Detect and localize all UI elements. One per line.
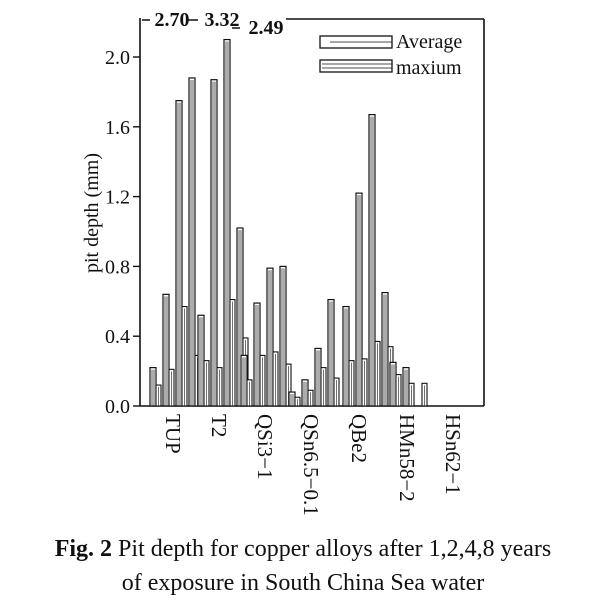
legend-average-label: Average [396, 31, 462, 53]
caption-text-1: Pit depth for copper alloys after 1,2,4,… [118, 536, 552, 562]
bar-maximum [314, 347, 322, 407]
category-label: T2 [207, 414, 231, 437]
bar-maximum [327, 298, 335, 407]
bar-maximum [279, 265, 287, 407]
category-label: TUP [161, 414, 185, 454]
y-tick-label: 1.6 [105, 117, 130, 139]
bar-maximum [188, 77, 196, 407]
bar-maximum [301, 379, 309, 407]
y-axis-label: pit depth (mm) [81, 153, 103, 273]
bar-maximum [162, 293, 170, 407]
legend-maximum-swatch [319, 59, 393, 73]
caption-text-2: of exposure in South China Sea water [121, 570, 485, 596]
bar-maximum [253, 302, 261, 407]
figure-caption-line1: Fig. 2 Pit depth for copper alloys after… [0, 536, 606, 563]
bar-maximum [381, 291, 389, 407]
bar-maximum [389, 361, 397, 407]
bar-maximum [197, 314, 205, 407]
offscale-values: 2.70 3.32 2.49 [142, 9, 284, 39]
y-tick-label: 1.2 [105, 187, 130, 209]
bar-maximum [149, 367, 157, 407]
category-label: QBe2 [347, 414, 371, 463]
bar-maximum [355, 192, 363, 407]
bars [149, 38, 428, 407]
category-labels: TUP T2 QSi3−1 QSn6.5−0.1 QBe2 HMn58−2 HSn62−1 [161, 414, 465, 516]
offscale-value-label: 2.70 [155, 9, 190, 31]
category-label: QSi3−1 [253, 414, 277, 480]
bar-maximum [236, 227, 244, 407]
bar-maximum [402, 367, 410, 407]
legend-maximum-label: maxium [396, 57, 462, 79]
bar-maximum [223, 38, 231, 407]
figure-caption-line2: of exposure in South China Sea water [0, 570, 606, 597]
category-label: QSn6.5−0.1 [299, 414, 323, 516]
bar-maximum [266, 267, 274, 407]
offscale-value-label: 3.32 [205, 9, 240, 31]
bar-maximum [240, 354, 248, 407]
bar-maximum [368, 113, 376, 407]
category-label: HSn62−1 [441, 414, 465, 495]
y-tick-label: 0.8 [105, 256, 130, 278]
bar-maximum [175, 100, 183, 407]
y-ticks: 0.0 0.4 0.8 1.2 1.6 2.0 [105, 47, 140, 418]
bar-maximum [342, 305, 350, 407]
y-tick-label: 0.0 [105, 396, 130, 418]
figure-number: Fig. 2 [54, 536, 113, 562]
bar-maximum [288, 391, 296, 407]
offscale-value-label: 2.49 [249, 17, 284, 39]
y-tick-label: 2.0 [105, 47, 130, 69]
bar-maximum [210, 79, 218, 407]
category-label: HMn58−2 [395, 414, 419, 502]
y-tick-label: 0.4 [105, 326, 130, 348]
legend: Average maxium [319, 31, 462, 79]
